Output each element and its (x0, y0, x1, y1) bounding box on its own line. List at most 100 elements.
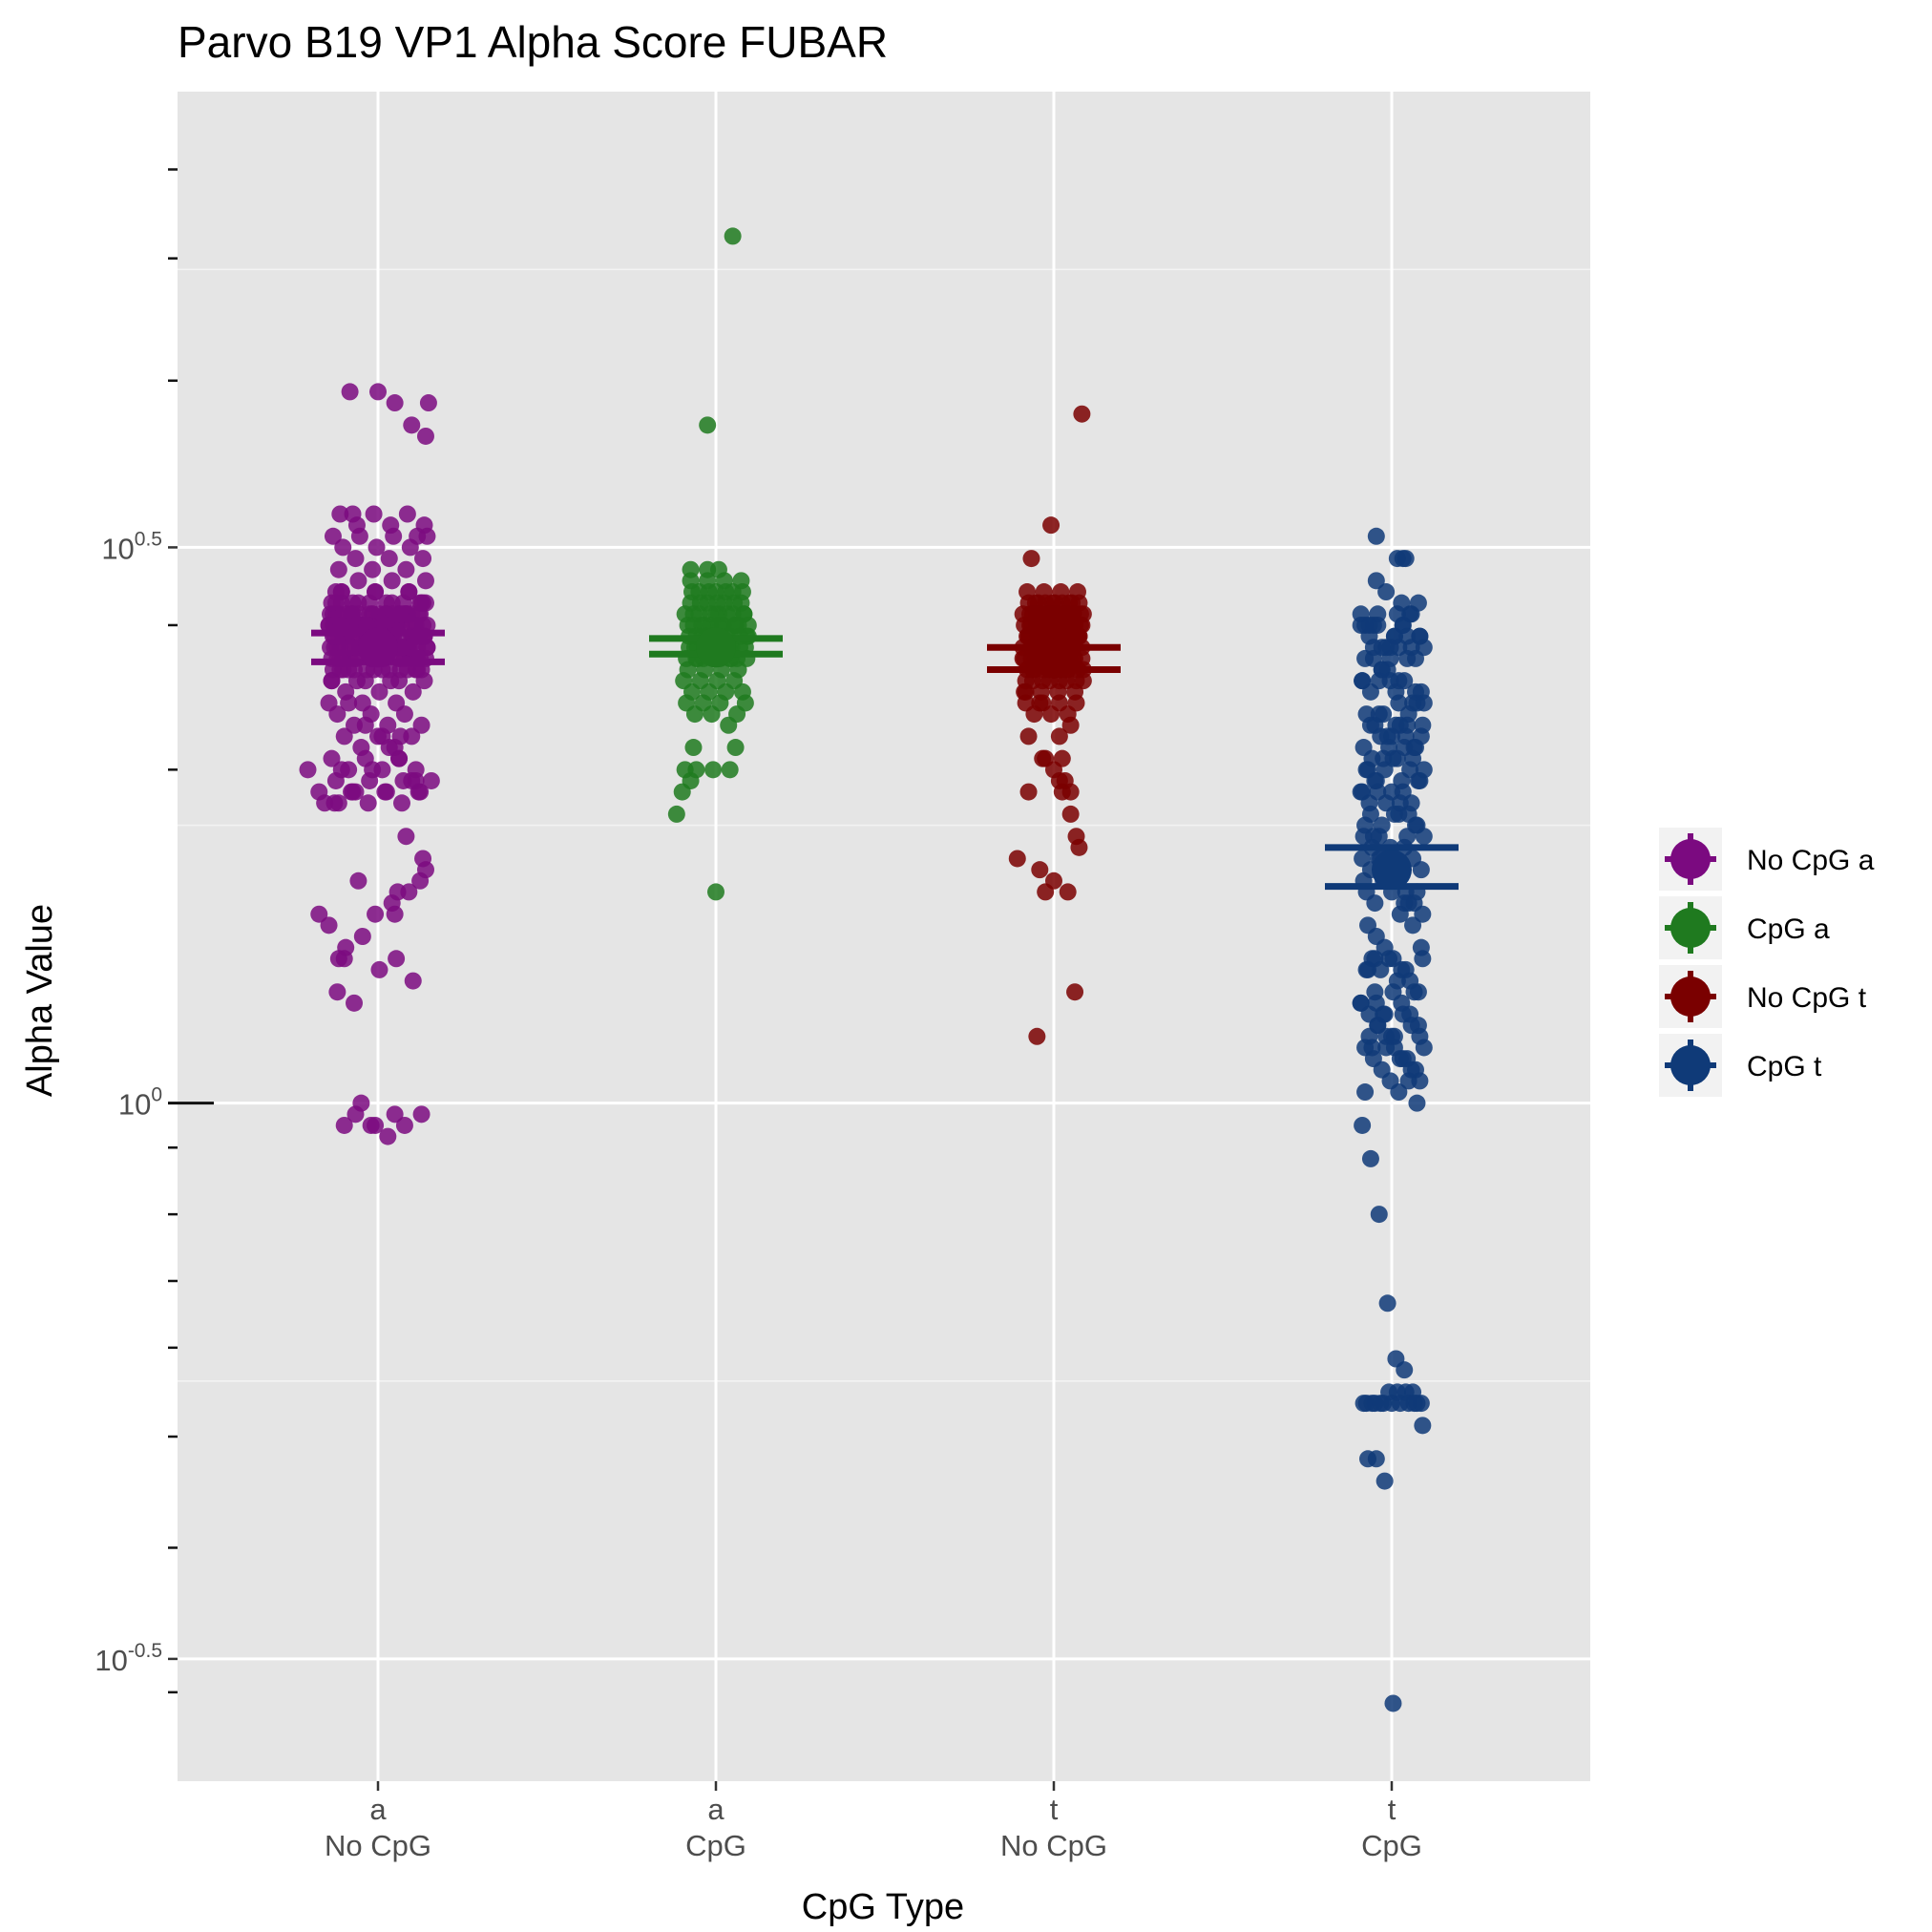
data-point (721, 761, 739, 779)
data-point (316, 794, 334, 812)
data-point (1411, 627, 1429, 645)
data-point (416, 572, 434, 590)
data-point (1017, 682, 1035, 701)
data-point (1354, 1116, 1372, 1134)
data-point (349, 572, 368, 590)
data-point (341, 639, 359, 657)
data-point (1375, 749, 1393, 767)
data-point (1354, 672, 1372, 690)
data-point (1399, 1072, 1418, 1090)
data-point (386, 905, 404, 923)
data-point (323, 672, 341, 690)
data-point (1354, 783, 1372, 801)
data-point (1404, 916, 1422, 934)
data-point (1366, 894, 1384, 913)
data-point (1376, 1472, 1394, 1490)
data-point (1066, 983, 1084, 1001)
data-point (1073, 405, 1091, 423)
data-point (344, 505, 362, 523)
data-point (707, 883, 724, 901)
mean-marker (358, 627, 398, 668)
legend: No CpG a CpG a No CpG t CpG t (1659, 828, 1875, 1097)
data-point (320, 916, 338, 934)
data-point (386, 1105, 404, 1124)
mean-marker (1372, 850, 1412, 891)
summary-markers (311, 627, 1459, 891)
data-point (398, 505, 416, 523)
x-tick-label-line1: a (369, 1793, 387, 1826)
data-point (709, 560, 727, 578)
data-point (412, 1105, 430, 1124)
data-point (1367, 527, 1385, 545)
data-point (1366, 950, 1384, 968)
data-point (386, 394, 404, 412)
data-point (329, 794, 347, 812)
chart-title: Parvo B19 VP1 Alpha Score FUBAR (178, 17, 888, 67)
data-point (1384, 1694, 1402, 1712)
data-point (1070, 627, 1088, 645)
data-point (1019, 727, 1038, 746)
data-point (724, 227, 742, 245)
data-point (380, 739, 398, 757)
data-point (1409, 594, 1427, 612)
data-point (1067, 694, 1085, 712)
data-point (346, 1105, 365, 1124)
data-point (1398, 649, 1417, 667)
panel-background (178, 92, 1590, 1781)
data-point (1391, 1050, 1409, 1068)
data-point (1415, 694, 1433, 712)
data-point (414, 850, 432, 868)
data-point (332, 616, 350, 634)
mean-marker (1034, 638, 1074, 679)
data-point (349, 872, 368, 890)
data-point (1366, 771, 1384, 789)
data-point (1390, 1083, 1408, 1102)
data-point (1031, 861, 1049, 879)
data-point (684, 739, 703, 757)
data-point (735, 605, 753, 623)
data-point (334, 538, 352, 556)
data-point (1377, 583, 1396, 601)
data-point (323, 749, 341, 767)
data-point (328, 983, 346, 1001)
data-point (346, 550, 365, 568)
data-point (416, 427, 434, 445)
data-point (1366, 983, 1384, 1001)
x-axis-title: CpG Type (802, 1887, 964, 1927)
data-point (390, 749, 409, 767)
x-tick-label-line1: t (1388, 1793, 1396, 1826)
data-point (326, 583, 345, 601)
data-point (1037, 883, 1055, 901)
data-point (383, 572, 401, 590)
data-point (1406, 739, 1424, 757)
data-point (353, 928, 371, 945)
data-point (682, 560, 700, 578)
data-point (341, 383, 359, 401)
x-tick-label-line1: t (1050, 1793, 1059, 1826)
data-point (1028, 1027, 1046, 1045)
data-point (364, 560, 382, 578)
legend-key-marker (1670, 839, 1711, 879)
data-point (335, 950, 353, 968)
data-point (376, 783, 394, 801)
data-point (404, 682, 422, 701)
data-point (1383, 1027, 1400, 1045)
data-point (331, 505, 349, 523)
data-point (1409, 983, 1427, 1001)
legend-label: CpG a (1747, 914, 1830, 945)
data-point (1412, 938, 1430, 956)
data-point (397, 560, 415, 578)
data-point (299, 761, 317, 779)
y-tick-label: 100 (118, 1084, 162, 1122)
data-point (1061, 805, 1080, 823)
data-point (388, 950, 406, 968)
x-tick-label-line2: CpG (685, 1829, 746, 1862)
data-point (403, 416, 421, 434)
data-point (346, 994, 364, 1012)
data-point (404, 972, 422, 990)
data-point (1042, 516, 1060, 535)
data-point (335, 727, 353, 746)
data-point (409, 527, 427, 545)
data-point (1356, 1083, 1375, 1102)
data-point (346, 783, 365, 801)
